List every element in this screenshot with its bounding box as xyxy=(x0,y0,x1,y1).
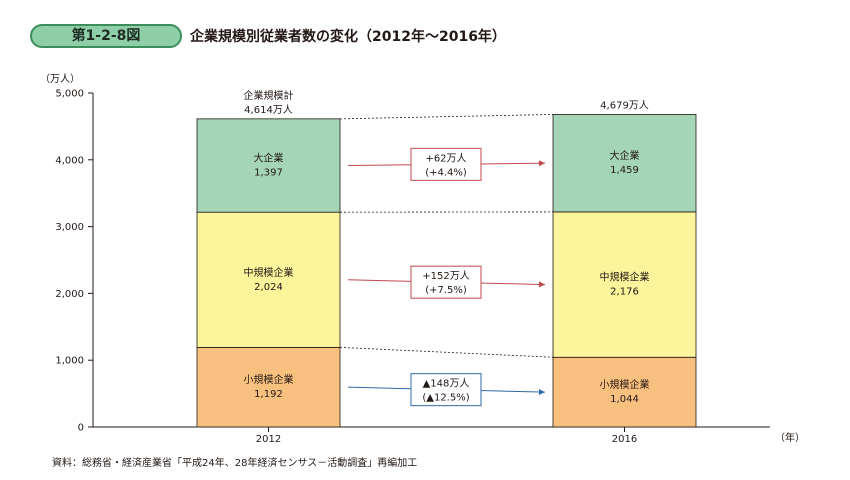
bar-segment xyxy=(552,114,697,213)
segment-value-label: 1,044 xyxy=(610,394,639,405)
connector-dotted-line xyxy=(339,114,554,120)
y-tick-label: 0 xyxy=(78,423,84,434)
segment-value-label: 1,459 xyxy=(610,165,639,176)
segment-name-label: 小規模企業 xyxy=(600,378,650,391)
change-arrow-head xyxy=(538,160,545,167)
connector-dotted-line xyxy=(339,346,554,358)
change-box xyxy=(410,147,482,181)
y-tick-label: 4,000 xyxy=(55,155,84,166)
chart-title: 企業規模別従業者数の変化（2012年〜2016年） xyxy=(190,29,506,45)
bar-segment xyxy=(196,346,341,428)
segment-value-label: 2,176 xyxy=(610,287,639,298)
change-percent-label: (▲12.5%) xyxy=(422,393,469,404)
y-tick-label: 2,000 xyxy=(55,289,84,300)
change-amount-label: +62万人 xyxy=(425,152,466,164)
bar-segment xyxy=(552,356,697,428)
y-tick-label: 1,000 xyxy=(55,356,84,367)
y-tick-label: 3,000 xyxy=(55,222,84,233)
change-box xyxy=(410,265,482,299)
segment-value-label: 1,397 xyxy=(254,168,283,179)
y-tick-label: 5,000 xyxy=(55,89,84,100)
x-axis-unit: （年） xyxy=(775,431,805,444)
total-title-label: 企業規模計 xyxy=(244,89,294,102)
bar-segment xyxy=(552,211,697,358)
change-percent-label: (+4.4%) xyxy=(425,167,467,178)
segment-name-label: 小規模企業 xyxy=(244,373,294,386)
total-value-label: 4,679万人 xyxy=(600,99,649,111)
bar-segment xyxy=(196,118,341,213)
x-tick-label: 2016 xyxy=(612,434,637,445)
x-tick-label: 2012 xyxy=(256,434,281,445)
y-axis-label: （万人） xyxy=(40,73,80,85)
source-note: 資料：総務省・経済産業省「平成24年、28年経済センサス－活動調査」再編加工 xyxy=(52,458,418,469)
segment-name-label: 中規模企業 xyxy=(244,266,294,279)
change-amount-label: +152万人 xyxy=(422,270,469,282)
total-value-label: 4,614万人 xyxy=(244,104,293,116)
change-box xyxy=(410,373,482,407)
change-arrow-head xyxy=(538,281,545,288)
bar-segment xyxy=(196,211,341,348)
change-arrow-head xyxy=(538,388,545,395)
segment-name-label: 中規模企業 xyxy=(600,271,650,284)
segment-value-label: 1,192 xyxy=(254,389,283,400)
change-amount-label: ▲148万人 xyxy=(423,378,470,390)
figure-label: 第1-2-8図 xyxy=(30,24,182,48)
segment-value-label: 2,024 xyxy=(254,282,283,293)
segment-name-label: 大企業 xyxy=(254,152,284,165)
segment-name-label: 大企業 xyxy=(610,149,640,162)
change-percent-label: (+7.5%) xyxy=(425,285,467,296)
chart-header: 第1-2-8図 企業規模別従業者数の変化（2012年〜2016年） xyxy=(14,20,814,52)
